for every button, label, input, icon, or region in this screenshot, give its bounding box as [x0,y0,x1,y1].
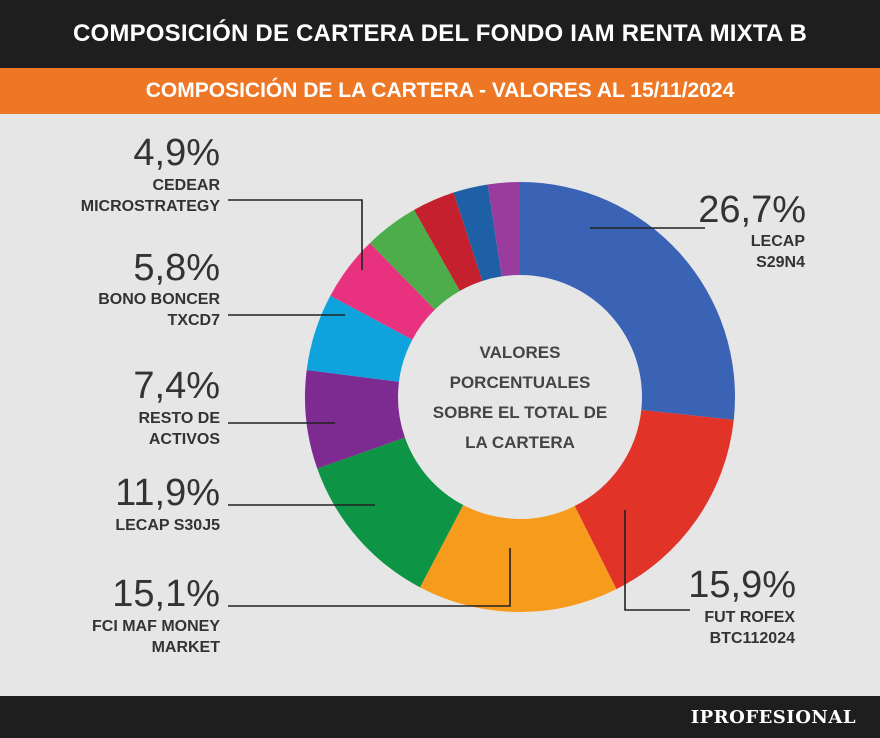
slice-name-label-2-0: FCI MAF MONEY [92,618,220,635]
slice-3 [317,437,464,588]
slice-name-label-0-0: LECAP [751,233,806,250]
leader-lines [228,199,705,611]
slice-name-label-5-0: BONO BONCER [98,291,220,308]
slice-name-label-6-1: MICROSTRATEGY [81,198,221,215]
slice-8 [414,192,483,291]
slice-6 [330,243,435,340]
slice-labels: 26,7% LECAP S29N4 15,9% FUT ROFEX BTC112024 15… [81,132,806,656]
center-line-2: PORCENTUALES [450,373,591,392]
page-title: COMPOSICIÓN DE CARTERA DEL FONDO IAM REN… [0,0,880,68]
chart-subtitle: COMPOSICIÓN DE LA CARTERA - VALORES AL 1… [0,68,880,114]
slice-7 [369,209,460,310]
center-line-4: LA CARTERA [465,433,575,452]
leader-line-6 [228,199,363,270]
slice-2 [419,504,617,612]
slice-name-label-4-1: ACTIVOS [149,431,220,448]
slice-name-label-1-1: BTC112024 [710,630,795,647]
slice-name-label-4-0: RESTO DE [139,410,221,427]
donut-center-label: VALORES PORCENTUALES SOBRE EL TOTAL DE L… [433,343,607,452]
donut-slices [304,182,735,612]
slice-name-label-0-1: S29N4 [756,254,805,271]
slice-value-label-3: 11,9% [115,472,220,514]
slice-value-label-4: 7,4% [133,365,220,407]
slice-value-label-2: 15,1% [112,573,220,615]
slice-value-label-6: 4,9% [133,132,220,174]
slice-0 [520,182,735,420]
center-line-1: VALORES [480,343,561,362]
footer-bar [0,696,880,738]
leader-line-1 [624,510,690,611]
slice-name-label-6-0: CEDEAR [152,177,220,194]
slice-10 [487,182,520,277]
slice-name-label-3-0: LECAP S30J5 [115,517,220,534]
slice-value-label-0: 26,7% [698,189,806,231]
slice-9 [453,184,502,281]
slice-value-label-5: 5,8% [133,247,220,289]
leader-line-2 [228,548,511,607]
slice-4 [304,370,405,469]
slice-name-label-5-1: TXCD7 [168,312,221,329]
slice-1 [574,410,734,590]
slice-name-label-2-1: MARKET [152,639,221,656]
slice-5 [306,295,413,382]
brand-logo: IPROFESIONAL [690,706,856,728]
slice-value-label-1: 15,9% [688,564,796,606]
slice-name-label-1-0: FUT ROFEX [704,609,795,626]
center-line-3: SOBRE EL TOTAL DE [433,403,607,422]
